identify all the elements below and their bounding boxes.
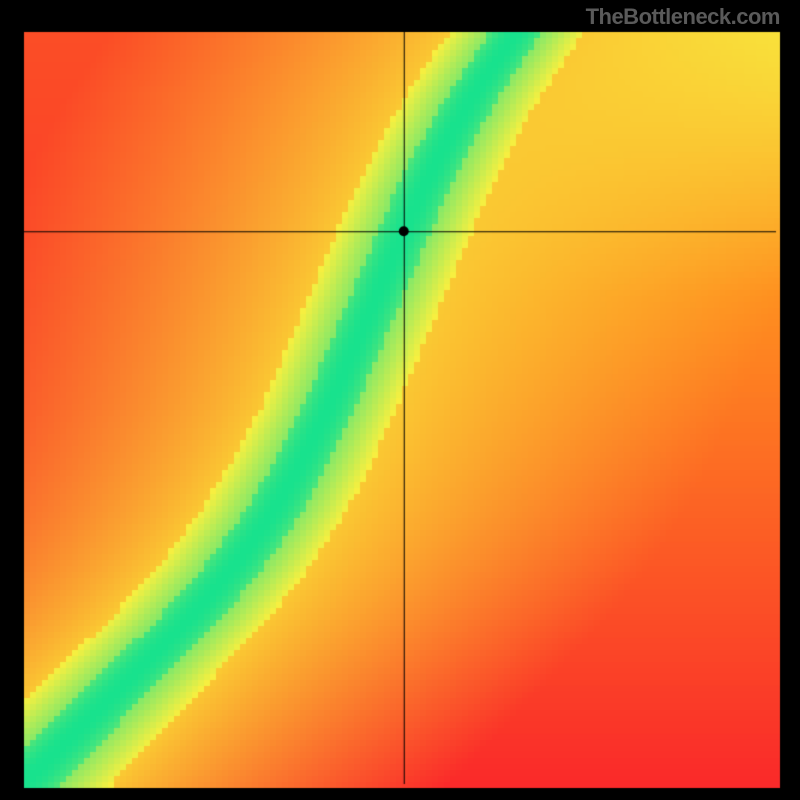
watermark-text: TheBottleneck.com (586, 4, 780, 30)
chart-container: TheBottleneck.com (0, 0, 800, 800)
bottleneck-heatmap (0, 0, 800, 800)
